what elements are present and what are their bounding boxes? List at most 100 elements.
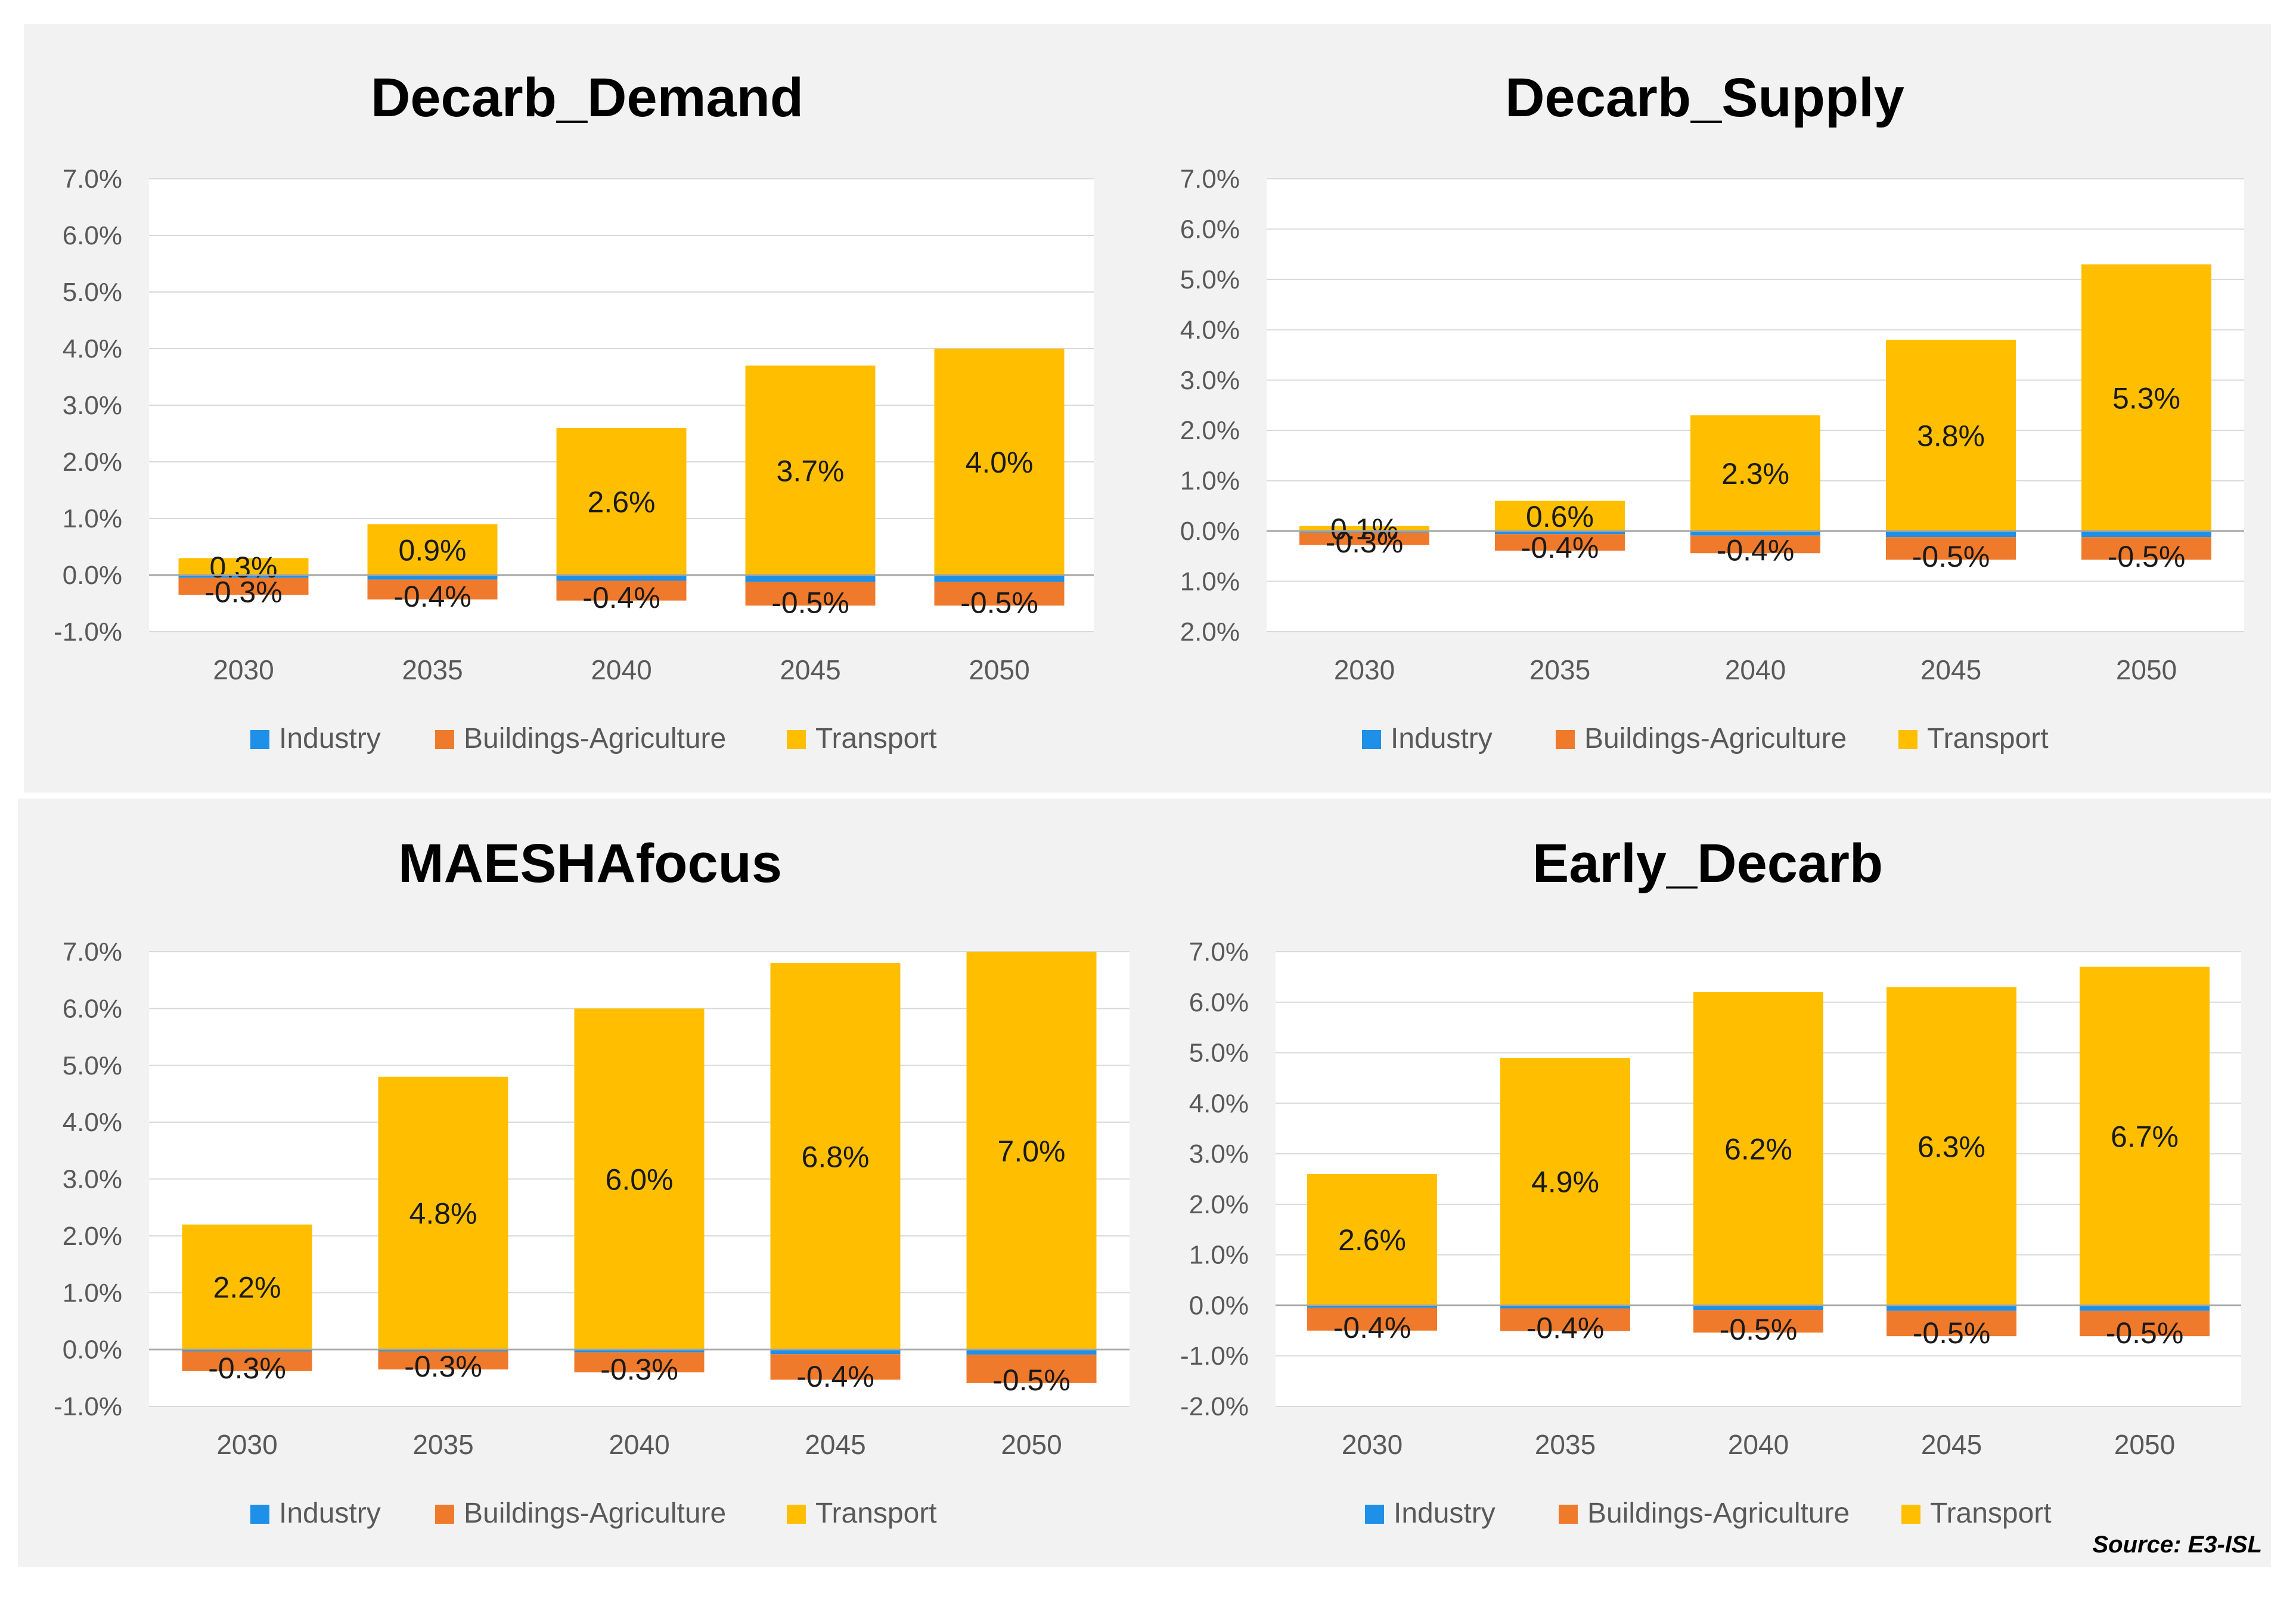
data-label-transport: 0.9% [399, 533, 467, 567]
y-tick-label: -1.0% [54, 617, 122, 647]
bar-buildings-agriculture [367, 579, 498, 600]
data-label-buildings-agriculture: -0.4% [796, 1360, 874, 1393]
bar-industry [934, 575, 1065, 582]
legend-swatch [1362, 730, 1381, 749]
legend-label: Buildings-Agriculture [464, 723, 726, 754]
data-label-buildings-agriculture: -0.4% [1526, 1312, 1605, 1345]
x-tick-label: 2050 [969, 654, 1029, 685]
data-label-buildings-agriculture: -0.3% [600, 1353, 678, 1386]
chart-title: Early_Decarb [1532, 833, 1883, 894]
bar-transport [378, 1076, 508, 1350]
data-label-transport: 7.0% [998, 1135, 1066, 1168]
bar-industry [1887, 1305, 2016, 1311]
x-tick-label: 2045 [1920, 654, 1981, 685]
bar-transport [1307, 1174, 1437, 1306]
data-label-transport: 2.6% [1338, 1223, 1406, 1257]
y-tick-label: 2.0% [63, 448, 122, 477]
data-label-buildings-agriculture: -0.4% [1521, 531, 1599, 564]
legend-swatch [435, 730, 454, 749]
legend-swatch [1559, 1505, 1578, 1524]
y-tick-label: 3.0% [1180, 366, 1240, 395]
y-tick-label: 5.0% [1189, 1039, 1249, 1068]
bar-buildings-agriculture [1690, 535, 1820, 554]
bar-transport [1693, 992, 1823, 1306]
data-label-buildings-agriculture: -0.5% [1913, 1316, 1991, 1350]
legend-swatch [250, 1505, 269, 1524]
legend-swatch [1556, 730, 1575, 749]
data-label-buildings-agriculture: -0.4% [582, 581, 660, 614]
y-tick-label: 6.0% [63, 994, 122, 1023]
y-tick-label: 1.0% [1189, 1241, 1249, 1270]
bar-industry [556, 575, 687, 581]
y-tick-label: -1.0% [54, 1392, 122, 1421]
bar-buildings-agriculture [1299, 532, 1429, 545]
chart-panel: Decarb_Demand -1.0% 0.0% 1.0% 2.0% 3.0% 4.0% 5.… [24, 24, 1144, 793]
legend-swatch [435, 1505, 454, 1524]
y-tick-label: 0.0% [63, 1335, 122, 1365]
bar-transport [178, 558, 309, 575]
data-label-buildings-agriculture: -0.5% [992, 1363, 1071, 1397]
data-label-transport: 0.1% [1330, 512, 1398, 546]
bar-buildings-agriculture [178, 577, 309, 595]
y-tick-label: 5.0% [1180, 265, 1240, 294]
y-tick-label: 1.0% [63, 504, 122, 533]
x-tick-label: 2050 [1001, 1429, 1062, 1460]
y-tick-label: 2.0% [1180, 416, 1240, 445]
bar-industry [178, 575, 309, 578]
legend-label: Buildings-Agriculture [1587, 1498, 1850, 1529]
bar-transport [745, 365, 876, 575]
x-tick-label: 2040 [1725, 654, 1786, 685]
bar-buildings-agriculture [966, 1355, 1097, 1383]
bar-transport [2080, 967, 2210, 1306]
y-tick-label: 0.0% [1180, 517, 1240, 546]
data-label-buildings-agriculture: -0.5% [960, 586, 1038, 619]
y-tick-label: 2.0% [1189, 1190, 1249, 1219]
data-label-transport: 6.3% [1918, 1130, 1985, 1163]
bar-transport [1690, 415, 1820, 532]
y-tick-label: 1.0% [63, 1278, 122, 1307]
bar-industry [2081, 531, 2211, 538]
x-tick-label: 2035 [412, 1429, 473, 1460]
bar-buildings-agriculture [1693, 1310, 1823, 1333]
legend-swatch [1901, 1505, 1920, 1524]
legend-swatch [1898, 730, 1918, 749]
bar-industry [2080, 1305, 2210, 1311]
bar-buildings-agriculture [1887, 1310, 2016, 1337]
y-tick-label: 2.0% [63, 1222, 122, 1251]
bar-buildings-agriculture [1500, 1308, 1630, 1331]
data-label-transport: 4.0% [966, 446, 1034, 479]
x-tick-label: 2045 [780, 654, 840, 685]
data-label-transport: 4.9% [1531, 1166, 1599, 1199]
data-label-transport: 5.3% [2112, 381, 2180, 415]
data-label-buildings-agriculture: -0.5% [771, 586, 849, 619]
y-tick-label: 6.0% [1189, 988, 1249, 1017]
bar-buildings-agriculture [2081, 537, 2211, 560]
bar-industry [367, 575, 498, 580]
bar-buildings-agriculture [1307, 1307, 1437, 1331]
y-tick-label: 7.0% [63, 164, 122, 194]
legend-swatch [1365, 1505, 1384, 1524]
data-label-buildings-agriculture: -0.5% [1720, 1313, 1798, 1346]
data-label-buildings-agriculture: -0.5% [1912, 540, 1990, 573]
legend-swatch [787, 730, 806, 749]
x-tick-label: 2050 [2116, 654, 2177, 685]
bar-buildings-agriculture [378, 1351, 508, 1370]
x-tick-label: 2040 [609, 1429, 669, 1460]
y-tick-label: 6.0% [1180, 215, 1240, 244]
data-label-buildings-agriculture: -0.3% [204, 575, 283, 608]
x-tick-label: 2030 [213, 654, 274, 685]
bar-transport [182, 1224, 312, 1350]
bar-industry [745, 575, 876, 582]
y-tick-label: 1.0% [1180, 567, 1240, 597]
data-label-buildings-agriculture: -0.5% [2106, 1316, 2184, 1350]
bar-buildings-agriculture [1495, 534, 1625, 551]
chart-title: MAESHAfocus [398, 833, 782, 894]
legend-label: Buildings-Agriculture [464, 1498, 726, 1529]
x-tick-label: 2035 [1535, 1429, 1596, 1460]
bar-industry [1690, 531, 1820, 536]
y-tick-label: 6.0% [63, 221, 122, 250]
y-tick-label: 0.0% [1189, 1291, 1249, 1320]
bar-transport [2081, 264, 2211, 532]
x-tick-label: 2040 [591, 654, 651, 685]
